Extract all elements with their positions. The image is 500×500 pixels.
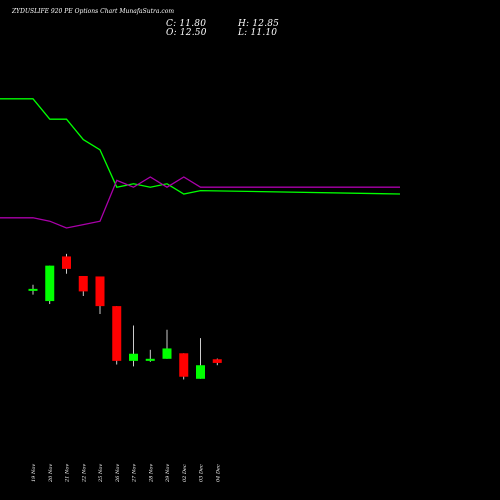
candle-body <box>78 275 88 292</box>
x-tick-label: 03 Dec <box>199 464 205 482</box>
lower-indicator-line <box>0 176 400 229</box>
candle-body <box>196 365 205 379</box>
candle-body <box>212 359 222 363</box>
x-ticks-layer: 19 Nov 20 Nov 21 Nov 22 Nov 25 Nov 26 Nov 27 N… <box>31 464 221 483</box>
chart-title: ZYDUSLIFE 920 PE Options Chart MunafaSut… <box>12 8 175 15</box>
high-value: H: 12.85 <box>238 19 280 29</box>
candles-layer <box>28 253 222 380</box>
candle-body <box>45 265 55 302</box>
candle-body <box>62 256 71 269</box>
x-tick-label: 26 Nov <box>115 464 121 483</box>
x-tick-label: 20 Nov <box>48 464 54 483</box>
upper-line-layer <box>0 98 401 195</box>
x-tick-label: 02 Dec <box>182 464 188 482</box>
lower-line-layer <box>0 176 400 229</box>
upper-indicator-line <box>0 98 401 195</box>
candle-body <box>95 276 105 307</box>
candle-body <box>129 353 138 361</box>
candle-body <box>145 358 155 361</box>
low-value: L: 11.10 <box>238 28 278 38</box>
x-tick-label: 22 Nov <box>81 464 87 483</box>
x-tick-label: 29 Nov <box>165 464 171 483</box>
open-value: O: 12.50 <box>166 28 207 38</box>
x-tick-label: 21 Nov <box>65 464 71 483</box>
x-tick-label: 25 Nov <box>98 464 104 483</box>
x-tick-label: 04 Dec <box>215 464 221 482</box>
candle-body <box>179 353 189 377</box>
x-tick-label: 28 Nov <box>148 464 154 483</box>
candle-body <box>112 306 122 361</box>
x-tick-label: 27 Nov <box>132 464 138 483</box>
x-tick-label: 19 Nov <box>31 464 37 482</box>
close-value: C: 11.80 <box>166 19 207 29</box>
candle-body <box>28 288 38 291</box>
candle-body <box>162 348 172 359</box>
